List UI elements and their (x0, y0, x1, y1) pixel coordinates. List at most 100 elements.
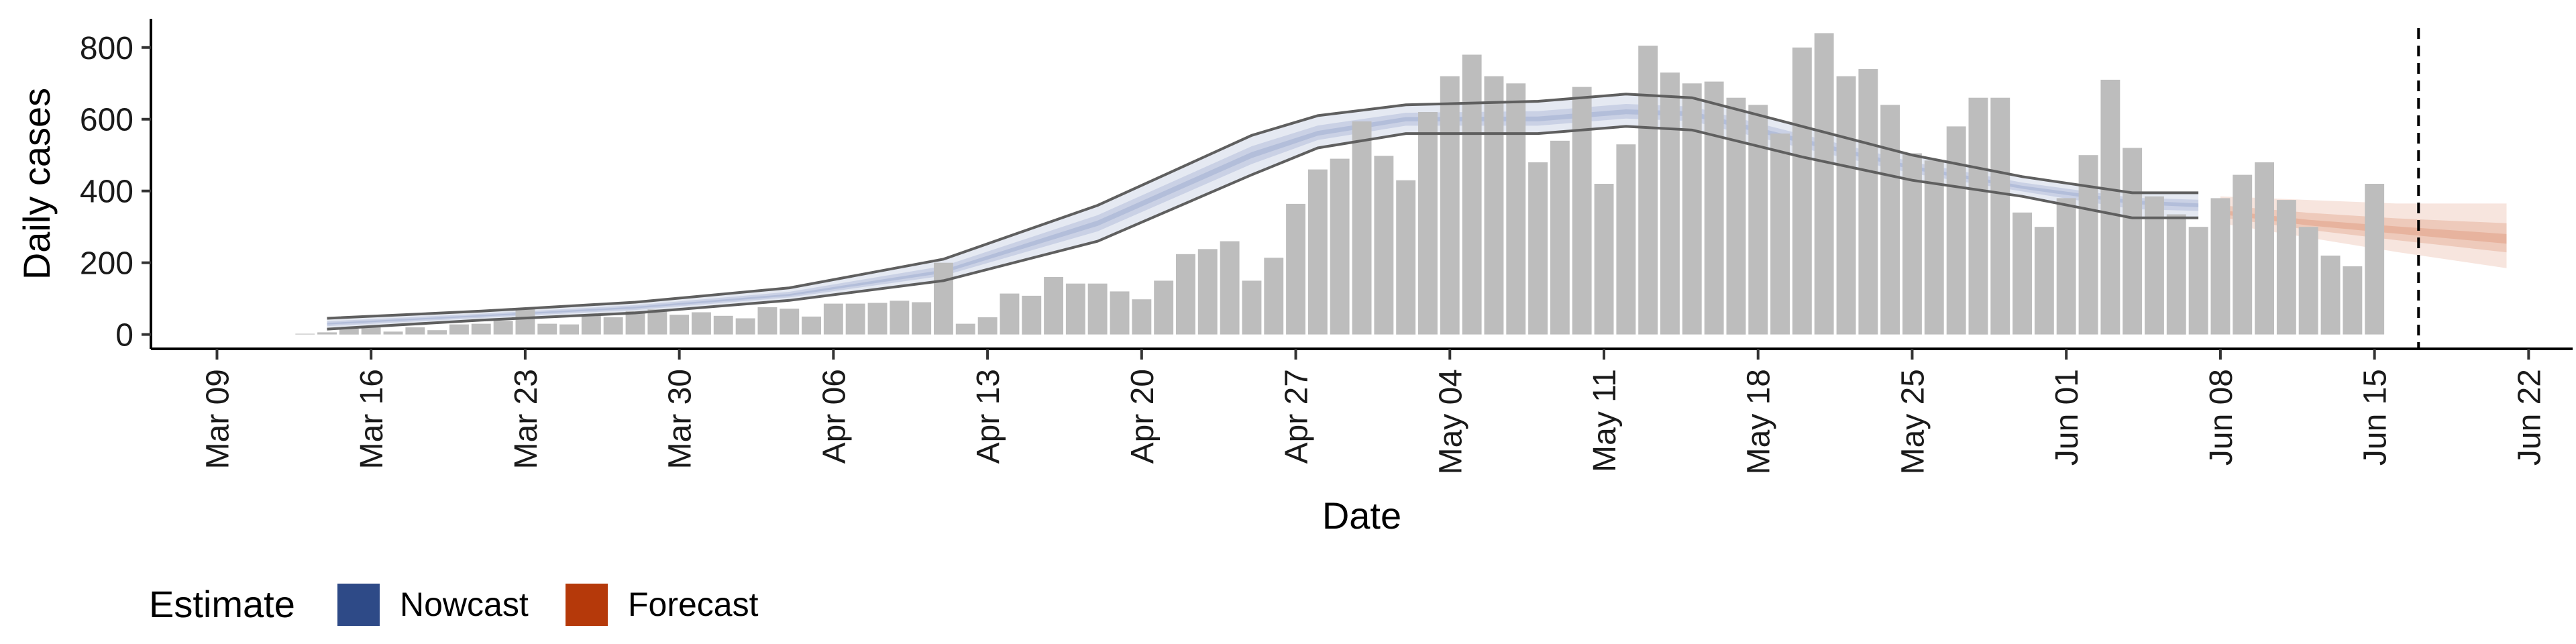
y-tick-label: 400 (80, 174, 133, 210)
bar (1374, 156, 1394, 335)
bar (1506, 83, 1526, 335)
x-tick-label: May 18 (1741, 369, 1777, 474)
bar (1022, 295, 1042, 335)
bar (1704, 81, 1724, 335)
bar (1264, 258, 1284, 335)
bar (867, 303, 888, 335)
x-tick-label: Jun 22 (2512, 369, 2547, 466)
bar (1990, 97, 2010, 335)
bar (2276, 200, 2296, 335)
bar (1065, 283, 1085, 335)
estimate-bands (327, 94, 2507, 329)
x-tick-label: Apr 27 (1279, 369, 1315, 464)
bar (1286, 203, 1305, 335)
bar (669, 315, 690, 335)
x-tick-label: May 25 (1896, 369, 1931, 474)
bar (1154, 280, 1174, 335)
bar (780, 309, 800, 335)
bar (1176, 254, 1195, 335)
bar (735, 318, 755, 335)
legend-title: Estimate (149, 583, 295, 625)
bar (1087, 283, 1108, 335)
x-tick-label: Jun 15 (2358, 369, 2394, 466)
bar (1550, 140, 1570, 335)
bar (1572, 87, 1592, 335)
bar (934, 262, 953, 335)
bar (2233, 174, 2253, 335)
bar (295, 333, 315, 335)
bar (823, 303, 843, 335)
bar (2343, 266, 2363, 335)
bar (581, 315, 601, 335)
bar (1726, 97, 1746, 335)
y-tick-label: 0 (115, 318, 133, 354)
bar (1946, 126, 1966, 335)
x-axis-title: Date (1322, 494, 1401, 537)
bar (912, 302, 932, 335)
x-tick-label: Apr 06 (816, 369, 852, 464)
bar (1220, 241, 1240, 335)
bar (2255, 162, 2274, 335)
bar (1814, 33, 1834, 335)
bar (890, 301, 910, 335)
bar (1924, 160, 1944, 335)
bar (1792, 47, 1812, 335)
bar (1000, 293, 1020, 335)
bar (1770, 133, 1790, 335)
bar (2034, 227, 2054, 335)
bar (2123, 148, 2143, 335)
bar (2100, 79, 2121, 335)
axes: 0 200 400 600 800 Mar 09 Mar 16 Mar 23 Mar 30 Apr… (80, 19, 2573, 474)
bar (1132, 299, 1152, 335)
bar (449, 324, 469, 335)
bar (1330, 158, 1350, 335)
nowcast-outer-band (327, 94, 2199, 329)
bar (361, 326, 381, 335)
x-tick-label: Mar 16 (354, 369, 390, 469)
bar (1902, 153, 1922, 335)
x-tick-label: Apr 13 (971, 369, 1006, 464)
legend-label-nowcast: Nowcast (400, 586, 529, 623)
bar (515, 309, 535, 335)
y-tick-label: 600 (80, 103, 133, 138)
x-tick-label: Jun 08 (2204, 369, 2239, 466)
bar (1462, 54, 1482, 335)
bar (955, 323, 975, 335)
y-tick-label: 800 (80, 31, 133, 66)
bar (1880, 105, 1900, 335)
bar (625, 311, 645, 335)
nowcast-outer-upper-line (327, 93, 2199, 320)
nowcast-outer-lower-line (327, 125, 2199, 331)
bar (692, 312, 711, 335)
bar (405, 327, 425, 335)
bar (1197, 249, 1218, 335)
bar (1594, 184, 1614, 335)
bar (713, 315, 733, 335)
y-axis-title: Daily cases (15, 88, 58, 280)
bar (1616, 144, 1636, 335)
nowcast-median-band (327, 109, 2199, 325)
y-tick-label: 200 (80, 246, 133, 282)
bar (2320, 256, 2341, 335)
nowcast-outline-lines (327, 93, 2199, 331)
bar (1440, 76, 1460, 335)
bar (647, 309, 667, 335)
bar (2145, 196, 2164, 335)
bar (2078, 155, 2098, 335)
bar (977, 317, 998, 335)
bar (2056, 198, 2076, 335)
bar (1418, 112, 1438, 335)
bar (537, 323, 557, 335)
bar (1748, 105, 1768, 335)
bar (1352, 121, 1372, 335)
bar (1242, 280, 1262, 335)
bar (1396, 180, 1416, 335)
legend-swatch-nowcast (337, 584, 380, 626)
x-tick-label: May 04 (1433, 369, 1468, 474)
bar (1968, 97, 1988, 335)
bar (1044, 277, 1063, 335)
bar (1528, 162, 1548, 335)
nowcast-inner-band (327, 104, 2199, 327)
bar (471, 323, 491, 335)
bar (1858, 68, 1878, 335)
